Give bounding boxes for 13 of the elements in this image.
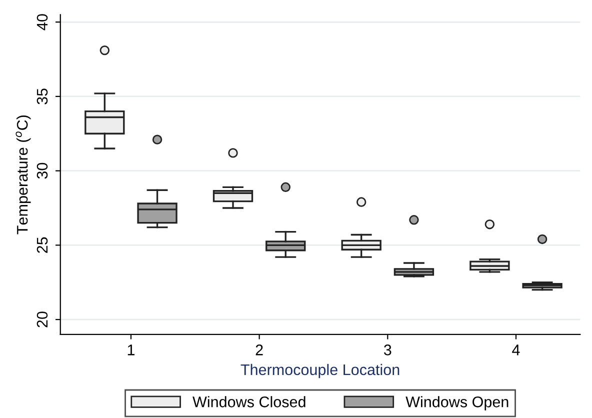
y-tick-label: 35 [36, 88, 48, 104]
y-tick-label: 20 [36, 312, 48, 328]
y-tick-label: 40 [36, 14, 48, 30]
legend-label: Windows Closed [192, 396, 306, 408]
x-tick-label: 2 [256, 344, 263, 356]
y-axis-title: Temperature ($^{o}$C) [16, 115, 31, 234]
x-tick-label: 4 [512, 344, 520, 356]
legend-label: Windows Open [406, 396, 508, 410]
y-tick-label: 30 [36, 162, 48, 179]
x-tick-label: 3 [384, 344, 392, 356]
y-tick-label: 25 [36, 237, 48, 253]
x-axis-title: Thermocouple Location [240, 364, 400, 378]
x-tick-label: 1 [128, 344, 134, 356]
